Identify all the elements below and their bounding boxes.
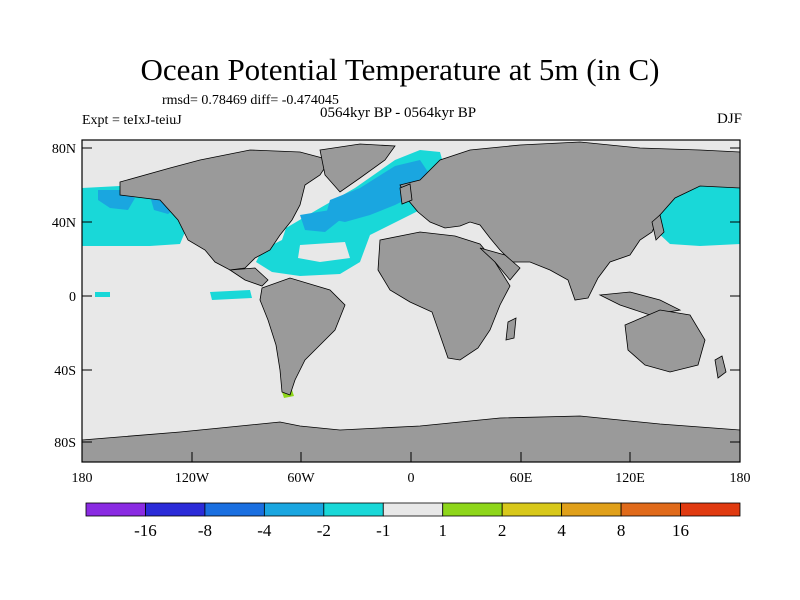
colorbar-swatch: [442, 502, 503, 517]
colorbar-swatch: [85, 502, 146, 517]
colorbar-swatch: [263, 502, 325, 517]
lon-tick-label: 60E: [510, 471, 533, 486]
eurasia: [399, 141, 740, 301]
british-isles: [399, 183, 413, 205]
map-frame: [81, 139, 741, 463]
land-masses: [82, 141, 740, 462]
lat-tick-label: 40S: [54, 364, 76, 379]
colorbar-swatch: [680, 502, 741, 517]
colorbar-label: 16: [672, 521, 689, 540]
south-america: [259, 277, 346, 396]
colorbar-swatch: [501, 502, 563, 517]
lat-tick-label: 40N: [52, 216, 76, 231]
arabia: [479, 247, 521, 281]
lon-tick-label: 120E: [615, 471, 645, 486]
lon-tick-label: 120W: [175, 471, 210, 486]
lon-tick-label: 0: [408, 471, 415, 486]
colorbar-swatch: [323, 502, 384, 517]
africa: [377, 231, 511, 361]
colorbar-swatch: [204, 502, 265, 517]
colorbar-label: 1: [438, 521, 447, 540]
greenland: [319, 143, 396, 193]
lon-tick-label: 180: [72, 471, 93, 486]
colorbar-swatch: [620, 502, 681, 517]
lon-tick-label: 60W: [287, 471, 315, 486]
season-label: DJF: [716, 111, 742, 127]
chart-title: Ocean Potential Temperature at 5m (in C): [140, 52, 660, 87]
lat-tick-label: 0: [69, 290, 76, 305]
colorbar: -16 -8 -4 -2 -1 1 2 4 8 16: [85, 502, 741, 540]
lat-tick-label: 80N: [52, 142, 76, 157]
japan: [651, 214, 665, 241]
central-america: [228, 267, 269, 287]
antarctica: [82, 415, 740, 462]
inner-ticks: [82, 147, 740, 462]
lat-axis: 80N 40N 0 40S 80S: [52, 142, 76, 451]
stats-label: rmsd= 0.78469 diff= -0.474045: [162, 93, 339, 108]
experiment-label: Expt = teIxJ-teiuJ: [82, 113, 182, 128]
north-america: [119, 149, 331, 271]
colorbar-label: 2: [498, 521, 507, 540]
colorbar-swatch: [145, 502, 206, 517]
colorbar-label: -8: [198, 521, 212, 540]
lat-tick-label: 80S: [54, 436, 76, 451]
australia: [624, 309, 706, 373]
lon-axis: 180 120W 60W 0 60E 120E 180: [72, 471, 751, 486]
new-zealand: [714, 355, 727, 379]
indonesia: [598, 291, 682, 316]
colorbar-label: 4: [557, 521, 566, 540]
colorbar-label: -16: [134, 521, 157, 540]
lon-tick-label: 180: [730, 471, 751, 486]
madagascar: [505, 317, 517, 341]
colorbar-swatch: [561, 502, 622, 517]
colorbar-label: 8: [617, 521, 626, 540]
colorbar-label: -2: [317, 521, 331, 540]
colorbar-swatch: [382, 502, 444, 517]
period-label: 0564kyr BP - 0564kyr BP: [320, 105, 477, 121]
colorbar-label: -4: [257, 521, 272, 540]
colorbar-label: -1: [376, 521, 390, 540]
